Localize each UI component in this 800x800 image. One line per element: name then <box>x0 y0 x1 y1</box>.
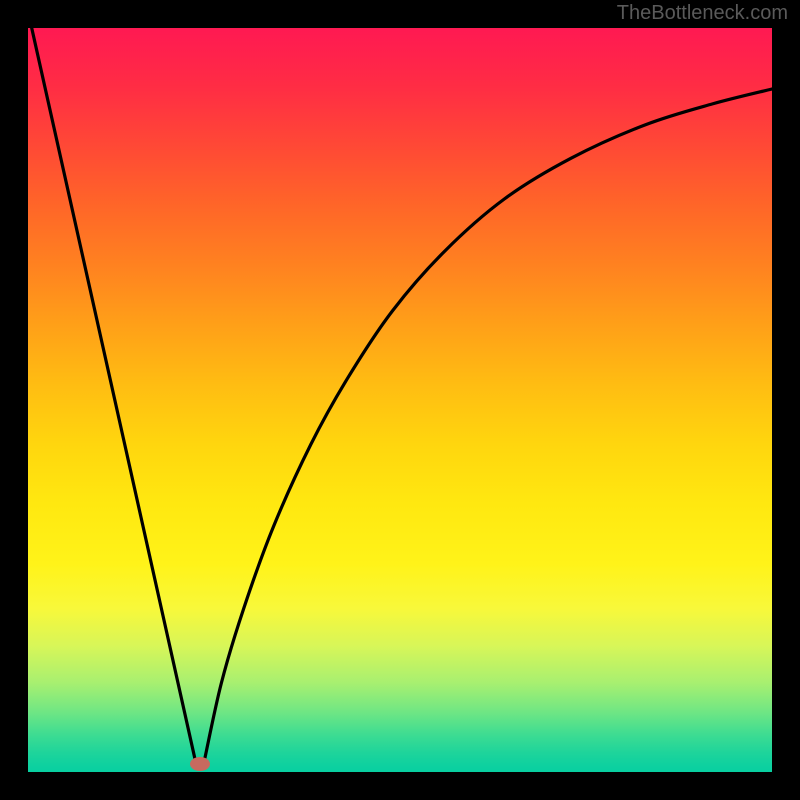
watermark-text: TheBottleneck.com <box>617 2 788 25</box>
chart-plot-area <box>28 28 772 772</box>
minimum-marker <box>190 757 210 771</box>
curve-left-branch <box>32 28 196 761</box>
curve-right-branch <box>204 89 772 761</box>
chart-curves <box>28 28 772 772</box>
